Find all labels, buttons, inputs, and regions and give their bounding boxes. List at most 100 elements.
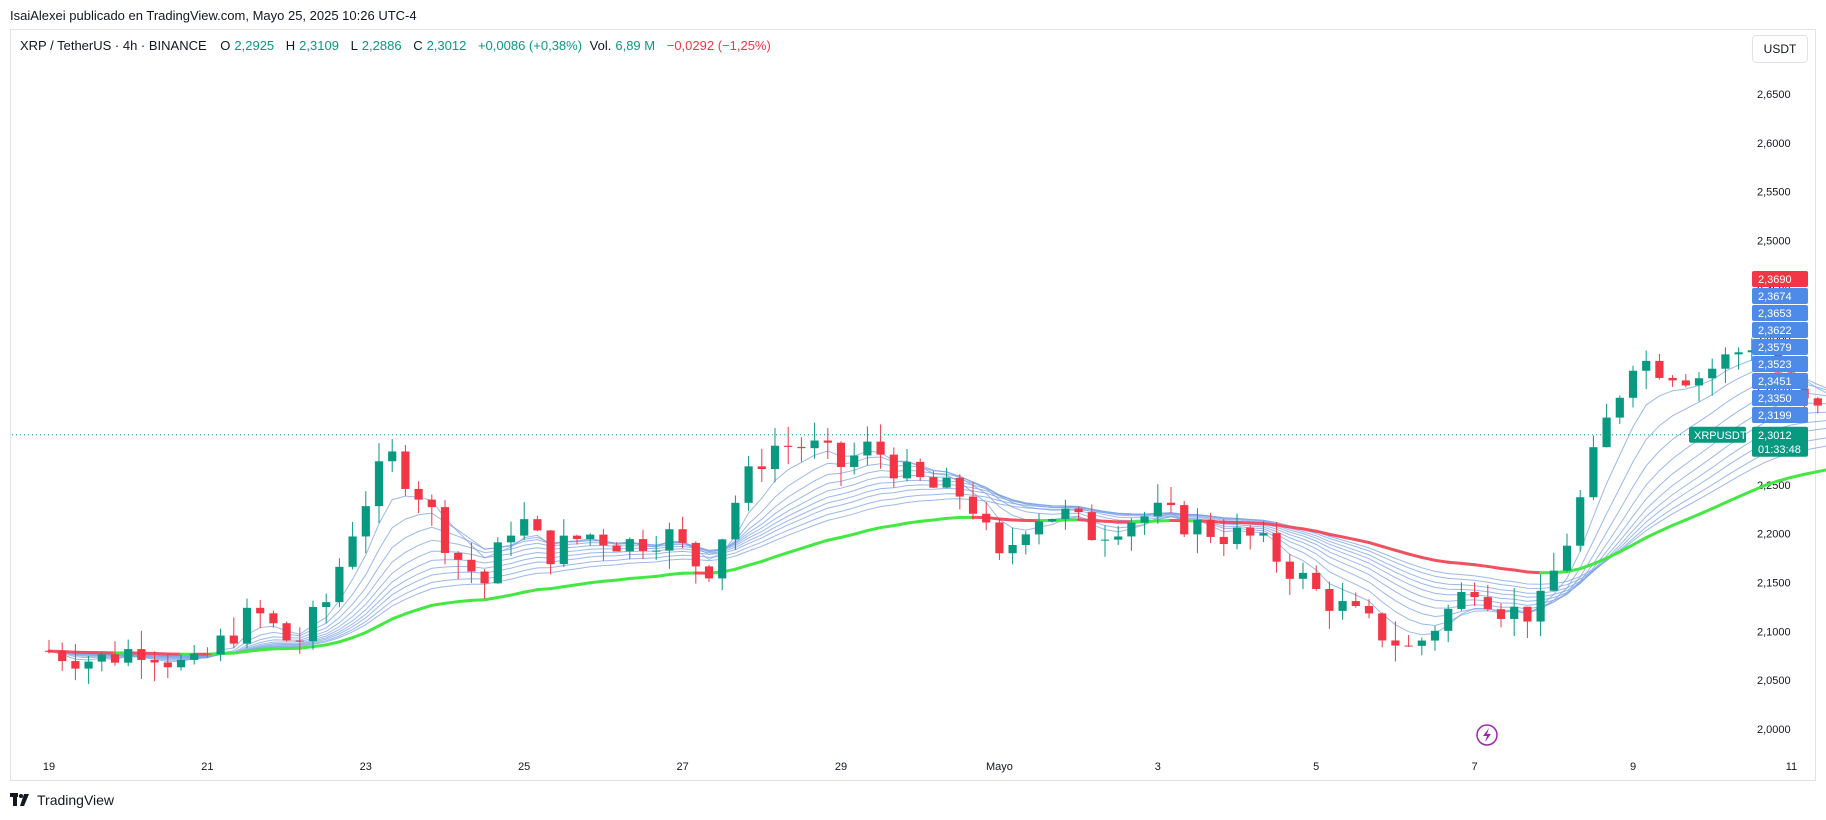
candle[interactable] xyxy=(1708,358,1717,396)
candle[interactable] xyxy=(1127,518,1136,551)
candle[interactable] xyxy=(1668,375,1677,387)
candle[interactable] xyxy=(1351,592,1360,608)
candle[interactable] xyxy=(1444,604,1453,643)
candle[interactable] xyxy=(401,445,410,496)
candle[interactable] xyxy=(1391,621,1400,662)
candle[interactable] xyxy=(322,593,331,624)
candle[interactable] xyxy=(652,535,661,560)
candle[interactable] xyxy=(1721,347,1730,384)
candle[interactable] xyxy=(1048,518,1057,523)
candle[interactable] xyxy=(414,481,423,514)
candle[interactable] xyxy=(1734,347,1743,370)
candle[interactable] xyxy=(269,610,278,628)
candle[interactable] xyxy=(1628,365,1638,408)
candle[interactable] xyxy=(1246,524,1255,550)
candle[interactable] xyxy=(1642,350,1651,390)
candle[interactable] xyxy=(1576,489,1585,552)
candle[interactable] xyxy=(1681,374,1690,388)
candle[interactable] xyxy=(1298,562,1308,590)
candle[interactable] xyxy=(520,502,529,541)
candle[interactable] xyxy=(546,530,555,575)
candle[interactable] xyxy=(480,569,489,599)
candle[interactable] xyxy=(718,538,727,591)
candle[interactable] xyxy=(599,528,608,561)
candle[interactable] xyxy=(1364,599,1374,619)
candle[interactable] xyxy=(612,542,621,552)
candle[interactable] xyxy=(1549,552,1558,592)
candle[interactable] xyxy=(163,654,172,679)
candle[interactable] xyxy=(757,448,766,482)
candle[interactable] xyxy=(58,642,67,671)
candle[interactable] xyxy=(744,456,753,512)
candle[interactable] xyxy=(1153,484,1162,524)
candle[interactable] xyxy=(1813,396,1822,414)
candle[interactable] xyxy=(942,467,951,489)
candle[interactable] xyxy=(625,537,634,560)
candle[interactable] xyxy=(1232,513,1242,550)
candle[interactable] xyxy=(229,617,238,649)
candle[interactable] xyxy=(348,521,357,570)
candle[interactable] xyxy=(1140,511,1149,535)
candle[interactable] xyxy=(137,630,146,679)
candle[interactable] xyxy=(1312,565,1321,591)
candle[interactable] xyxy=(44,639,54,654)
candle[interactable] xyxy=(836,441,846,486)
candle[interactable] xyxy=(1589,435,1598,501)
candle[interactable] xyxy=(704,565,714,583)
candle[interactable] xyxy=(665,522,674,569)
candle[interactable] xyxy=(150,651,159,682)
candle[interactable] xyxy=(1325,581,1334,629)
candle[interactable] xyxy=(784,426,793,465)
candle[interactable] xyxy=(916,458,925,482)
candle[interactable] xyxy=(84,656,93,684)
candle[interactable] xyxy=(361,491,370,554)
candle[interactable] xyxy=(1114,525,1123,546)
candle[interactable] xyxy=(731,495,740,550)
candle[interactable] xyxy=(1655,353,1664,380)
candle[interactable] xyxy=(308,600,318,650)
candle[interactable] xyxy=(770,428,780,483)
candle[interactable] xyxy=(1074,506,1083,521)
candle[interactable] xyxy=(982,502,991,531)
lightning-event-icon[interactable] xyxy=(1476,724,1498,746)
candle[interactable] xyxy=(1483,585,1492,612)
candle[interactable] xyxy=(97,652,106,672)
candle[interactable] xyxy=(1180,500,1189,537)
candle[interactable] xyxy=(427,494,436,526)
candle[interactable] xyxy=(71,643,80,681)
candle[interactable] xyxy=(797,437,806,462)
candle[interactable] xyxy=(242,598,252,649)
candle[interactable] xyxy=(1747,338,1756,361)
candle[interactable] xyxy=(1602,403,1611,448)
candle[interactable] xyxy=(374,443,384,523)
candle[interactable] xyxy=(678,516,687,549)
candle[interactable] xyxy=(1206,512,1215,544)
candle[interactable] xyxy=(1021,531,1030,555)
candle[interactable] xyxy=(295,627,304,654)
candle[interactable] xyxy=(1285,554,1294,595)
candle[interactable] xyxy=(1430,626,1440,651)
candle[interactable] xyxy=(282,621,291,642)
candle[interactable] xyxy=(493,537,502,584)
candle[interactable] xyxy=(1272,522,1281,573)
candle[interactable] xyxy=(124,639,133,667)
candle[interactable] xyxy=(1219,518,1228,557)
candle[interactable] xyxy=(1259,521,1268,543)
candle[interactable] xyxy=(1338,583,1347,620)
candle[interactable] xyxy=(1457,582,1466,611)
candle[interactable] xyxy=(190,645,199,665)
candle[interactable] xyxy=(216,628,225,662)
candle[interactable] xyxy=(929,470,938,489)
candle[interactable] xyxy=(1008,527,1017,565)
candle[interactable] xyxy=(506,521,516,556)
candle[interactable] xyxy=(1562,533,1572,572)
candle[interactable] xyxy=(823,428,832,459)
candle[interactable] xyxy=(533,515,542,532)
candle[interactable] xyxy=(440,500,450,565)
candle[interactable] xyxy=(1523,606,1532,638)
candle[interactable] xyxy=(850,442,859,475)
candle[interactable] xyxy=(1496,603,1506,628)
candle[interactable] xyxy=(1087,504,1096,541)
candle[interactable] xyxy=(1536,574,1545,637)
candle[interactable] xyxy=(863,426,872,466)
